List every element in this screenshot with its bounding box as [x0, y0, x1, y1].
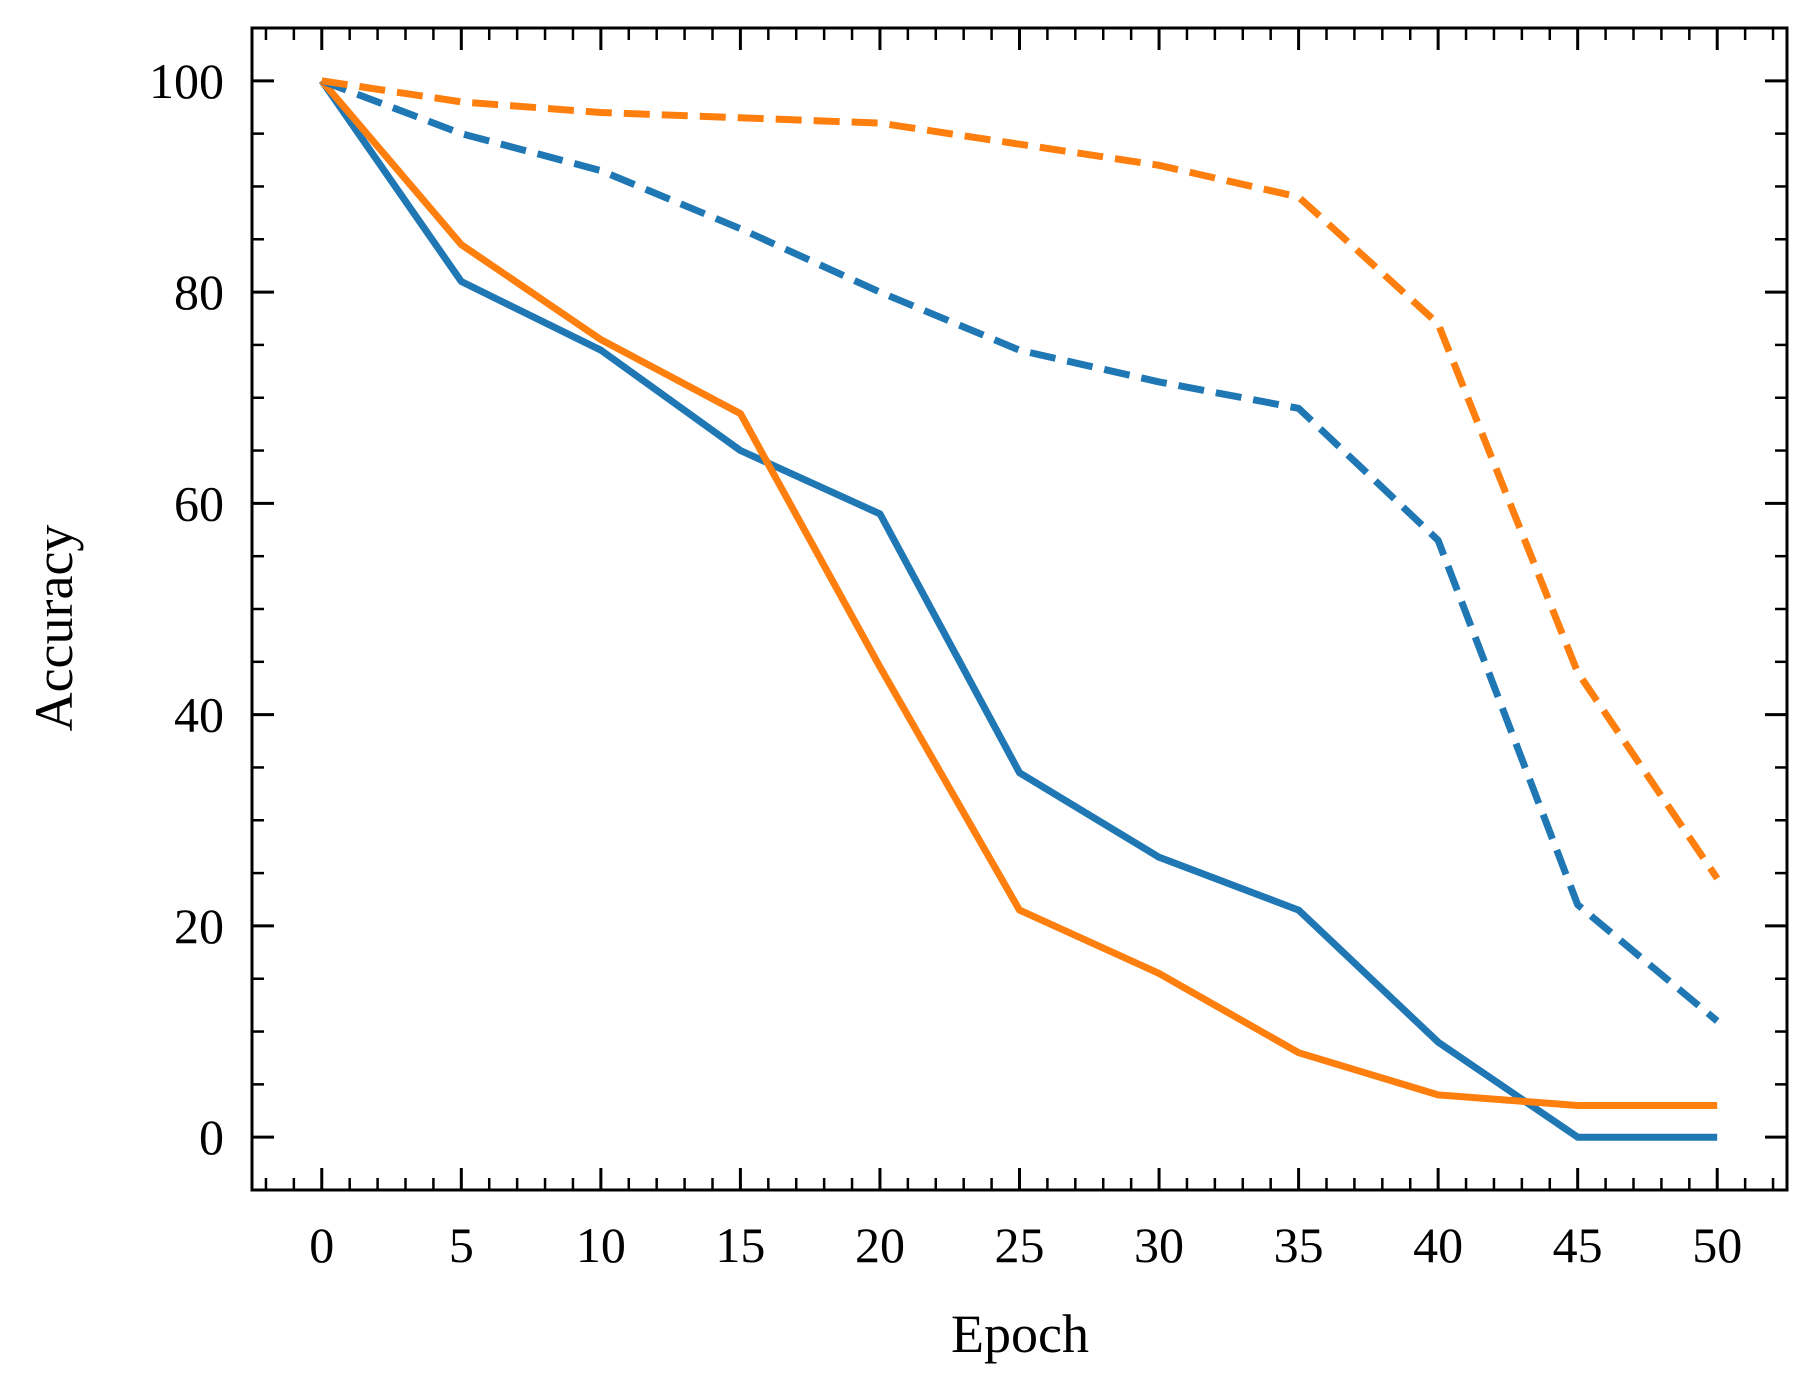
y-tick-label: 80: [174, 264, 224, 320]
x-tick-label: 30: [1134, 1217, 1184, 1273]
series-line-blue-dashed: [320, 77, 1720, 1024]
x-tick-label: 50: [1692, 1217, 1742, 1273]
y-tick-label: 20: [174, 898, 224, 954]
y-tick-label: 60: [174, 475, 224, 531]
x-tick-label: 10: [576, 1217, 626, 1273]
x-tick-label: 0: [309, 1217, 334, 1273]
x-tick-label: 40: [1413, 1217, 1463, 1273]
x-axis-title: Epoch: [951, 1304, 1089, 1364]
y-tick-label: 100: [149, 53, 224, 109]
x-tick-label: 5: [449, 1217, 474, 1273]
x-tick-label: 20: [855, 1217, 905, 1273]
ticks-layer: 0 5 10 15 20 25 30 35 40 45 50 0 20 40 60 80 100: [149, 26, 1787, 1273]
x-tick-label: 45: [1553, 1217, 1603, 1273]
y-axis-title: Accuracy: [24, 525, 84, 732]
plot-frame: [250, 26, 1789, 1192]
y-tick-label: 0: [199, 1109, 224, 1165]
series-line-orange-dashed: [321, 77, 1721, 881]
series-layer: [318, 77, 1721, 1141]
x-tick-label: 15: [715, 1217, 765, 1273]
series-line-blue-solid: [318, 78, 1718, 1141]
x-tick-label: 35: [1274, 1217, 1324, 1273]
y-tick-label: 40: [174, 687, 224, 743]
x-tick-label: 25: [995, 1217, 1045, 1273]
series-line-orange-solid: [319, 78, 1718, 1109]
